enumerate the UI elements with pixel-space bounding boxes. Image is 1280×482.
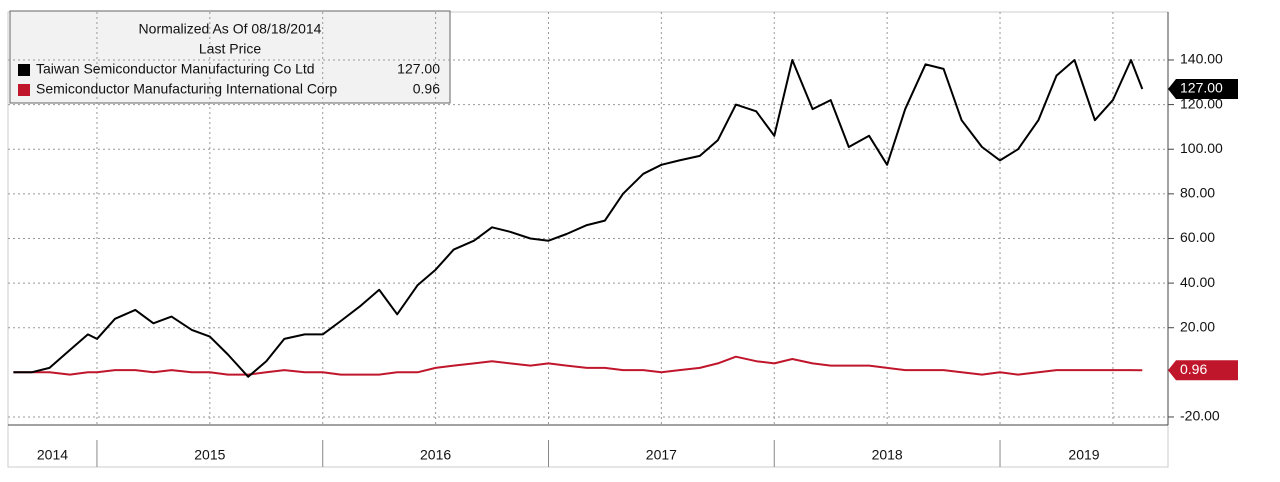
- last-value-tag: [1168, 78, 1238, 99]
- legend-subtitle: Last Price: [199, 41, 261, 57]
- legend-swatch: [18, 64, 30, 76]
- x-tick-label: 2017: [646, 447, 677, 463]
- y-tick-label: 120.00: [1180, 95, 1223, 111]
- legend-value: 0.96: [413, 81, 440, 97]
- last-value-label: 0.96: [1180, 361, 1207, 377]
- legend-swatch: [18, 84, 30, 96]
- y-tick-label: 60.00: [1180, 229, 1215, 245]
- legend-label: Taiwan Semiconductor Manufacturing Co Lt…: [36, 61, 315, 77]
- y-tick-label: 100.00: [1180, 140, 1223, 156]
- x-tick-label: 2019: [1068, 447, 1099, 463]
- x-tick-label: 2018: [872, 447, 903, 463]
- last-value-tag: [1168, 360, 1238, 381]
- x-tick-label: 2015: [194, 447, 225, 463]
- legend-title: Normalized As Of 08/18/2014: [139, 21, 322, 37]
- legend-box: [9, 10, 451, 104]
- y-tick-label: -20.00: [1180, 408, 1220, 424]
- x-tick-label: 2016: [420, 447, 451, 463]
- legend-label: Semiconductor Manufacturing Internationa…: [36, 81, 337, 97]
- y-tick-label: 40.00: [1180, 274, 1215, 290]
- series-line: [13, 59, 1144, 378]
- series-line: [13, 355, 1143, 376]
- y-tick-label: 20.00: [1180, 318, 1215, 334]
- x-tick-label: 2014: [37, 447, 68, 463]
- y-tick-label: 80.00: [1180, 185, 1215, 201]
- y-tick-label: 140.00: [1180, 51, 1223, 67]
- legend-value: 127.00: [397, 61, 440, 77]
- last-value-label: 127.00: [1180, 80, 1223, 96]
